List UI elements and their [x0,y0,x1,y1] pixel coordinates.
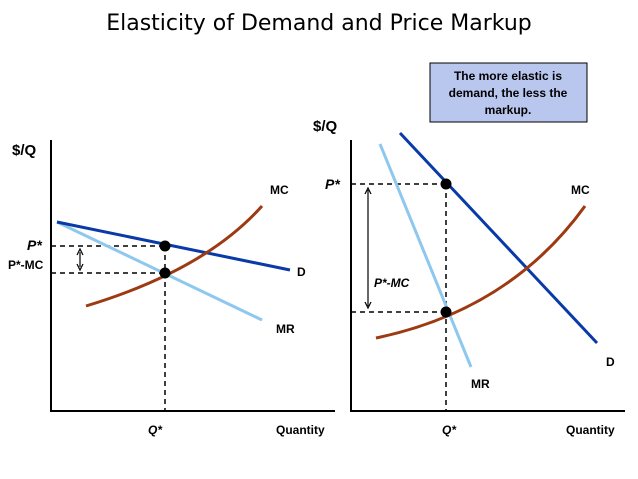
left-price-point [159,240,171,252]
right-mc-label: MC [571,183,590,197]
left-q-star-label: Q* [148,423,163,437]
left-panel: $/Q P* P*-MC MC D MR Q* Quantity [8,140,335,437]
left-x-axis-label: Quantity [276,423,325,437]
diagram-title: Elasticity of Demand and Price Markup [106,11,532,36]
right-mc-curve [375,205,587,340]
right-mr-label: MR [471,377,490,391]
left-mr-label: MR [276,322,295,336]
right-markup-arrowhead-up [364,186,372,195]
left-mc-label: MC [270,183,289,197]
right-p-star-label: P* [325,176,340,192]
left-d-label: D [297,265,306,279]
right-q-star-label: Q* [442,423,457,437]
right-mc-point [440,306,452,318]
left-p-star-label: P* [27,237,42,253]
right-demand-curve [398,131,599,345]
right-mr-curve [378,143,473,368]
left-y-axis-label: $/Q [12,142,37,159]
right-axes [350,140,625,412]
right-price-point [440,178,452,190]
left-mr-curve [56,220,263,322]
left-markup-label: P*-MC [8,258,44,272]
right-y-axis-label: $/Q [313,118,338,135]
right-panel: $/Q P* P*-MC MC D MR Q* Quantity [313,118,625,437]
note-line-3: markup. [485,103,532,117]
right-d-label: D [606,355,615,369]
left-mc-curve [85,205,264,308]
note-line-2: demand, the less the [449,86,568,100]
note-line-1: The more elastic is [454,69,562,83]
left-markup-arrowhead-down [76,263,84,272]
left-axes [50,140,335,412]
left-markup-arrowhead-up [76,247,84,256]
left-mc-point [159,267,171,279]
note-background [429,62,588,123]
right-markup-arrowhead-down [364,301,372,310]
right-markup-label: P*-MC [374,276,410,290]
left-demand-curve [56,220,291,272]
right-x-axis-label: Quantity [566,423,615,437]
note-box: The more elastic is demand, the less the… [429,62,588,123]
